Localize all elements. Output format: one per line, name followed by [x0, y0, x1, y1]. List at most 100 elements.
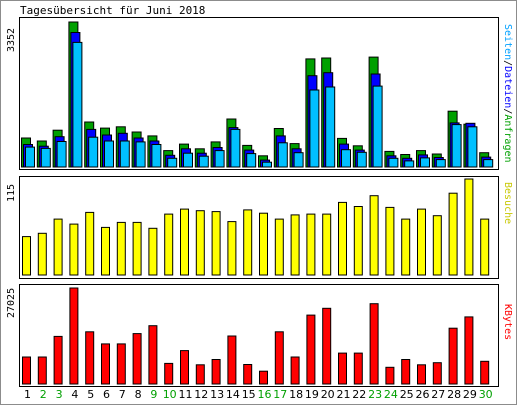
- day-label: 22: [352, 388, 366, 401]
- visits-bar: [164, 213, 174, 276]
- hits-legend: Seiten/Dateien/Anfragen: [502, 24, 513, 163]
- visits-bar: [243, 209, 253, 276]
- day-label: 5: [87, 388, 94, 401]
- visits-bar: [180, 208, 189, 276]
- day-label: 2: [40, 388, 47, 401]
- day-label: 30: [479, 388, 493, 401]
- kbytes-bar: [164, 362, 174, 385]
- kbytes-bar: [101, 343, 110, 385]
- kbytes-bar: [432, 362, 442, 385]
- pages-bar: [420, 157, 430, 168]
- hits-panel: [19, 17, 499, 170]
- visits-bar: [290, 214, 300, 276]
- kbytes-bar: [464, 316, 474, 385]
- pages-bar: [388, 157, 399, 168]
- pages-bar: [119, 140, 130, 168]
- visits-bar: [432, 215, 442, 276]
- kbytes-bar: [195, 364, 205, 385]
- legend-anfragen: Anfragen: [502, 114, 513, 163]
- legend-sep-2: /: [502, 108, 513, 115]
- day-label: 9: [150, 388, 157, 401]
- pages-bar: [293, 152, 304, 168]
- visits-bar: [132, 221, 142, 276]
- kbytes-bar: [322, 307, 332, 385]
- pages-bar: [467, 126, 478, 168]
- pages-bar: [151, 144, 162, 168]
- kbytes-bar: [85, 331, 95, 385]
- pages-bar: [88, 136, 99, 168]
- day-label: 4: [71, 388, 78, 401]
- visits-bar: [101, 226, 110, 276]
- kbytes-bar: [274, 331, 284, 385]
- kbytes-bar: [22, 356, 31, 385]
- visits-bar: [306, 213, 316, 276]
- visits-bar: [385, 206, 395, 276]
- day-label: 18: [289, 388, 303, 401]
- day-label: 10: [163, 388, 177, 401]
- legend-seiten: Seiten: [502, 24, 513, 61]
- visits-bar: [227, 221, 237, 276]
- pages-bar: [40, 147, 51, 168]
- day-label: 11: [179, 388, 193, 401]
- day-label: 26: [416, 388, 430, 401]
- legend-sep-1: /: [502, 60, 513, 67]
- day-label: 20: [321, 388, 335, 401]
- kbytes-bar: [290, 356, 300, 385]
- visits-bar: [417, 208, 426, 276]
- visits-bar: [69, 223, 79, 276]
- kbytes-bar: [338, 352, 347, 385]
- pages-bar: [277, 142, 288, 168]
- day-label: 24: [384, 388, 398, 401]
- kbytes-bar: [353, 352, 363, 385]
- day-label: 29: [463, 388, 477, 401]
- visits-bar: [195, 210, 205, 276]
- day-label: 16: [258, 388, 272, 401]
- kbytes-bar: [243, 364, 253, 385]
- day-label: 17: [273, 388, 287, 401]
- kbytes-bar: [369, 303, 379, 385]
- visits-bar: [369, 195, 379, 276]
- pages-bar: [167, 157, 178, 168]
- pages-bar: [262, 161, 272, 168]
- kbytes-bar: [227, 335, 237, 385]
- pages-bar: [309, 89, 320, 168]
- day-label: 12: [194, 388, 208, 401]
- kbytes-bar: [180, 350, 189, 385]
- day-label: 21: [337, 388, 351, 401]
- pages-bar: [56, 141, 67, 168]
- day-label: 15: [242, 388, 256, 401]
- kbytes-bar: [385, 366, 395, 385]
- visits-bar: [401, 218, 411, 276]
- pages-bar: [25, 146, 35, 168]
- day-label: 1: [24, 388, 31, 401]
- day-label: 7: [119, 388, 126, 401]
- kbytes-bar: [211, 359, 221, 385]
- visits-bar: [37, 232, 47, 276]
- visits-bar: [148, 227, 158, 276]
- kbytes-bar: [53, 335, 63, 385]
- kbytes-bar: [480, 360, 490, 385]
- day-label: 25: [400, 388, 414, 401]
- kbytes-bar: [259, 370, 268, 385]
- visits-bar: [338, 201, 347, 276]
- chart-title: Tagesübersicht für Juni 2018: [20, 4, 206, 17]
- pages-bar: [404, 160, 415, 168]
- visits-bar: [322, 213, 332, 276]
- day-label: 6: [103, 388, 110, 401]
- pages-bar: [356, 151, 367, 168]
- visits-bar: [274, 218, 284, 276]
- pages-bar: [183, 152, 193, 168]
- pages-bar: [230, 128, 241, 168]
- kbytes-bar: [448, 327, 458, 385]
- pages-bar: [435, 159, 446, 168]
- kbytes-bar: [69, 287, 79, 385]
- visits-bar: [211, 211, 221, 276]
- pages-bar: [214, 150, 225, 168]
- visits-bar: [259, 212, 268, 276]
- day-label: 8: [135, 388, 142, 401]
- pages-bar: [372, 85, 383, 168]
- kbytes-bar: [132, 333, 142, 385]
- visits-bar: [116, 221, 126, 276]
- visits-bar: [480, 218, 490, 276]
- pages-bar: [104, 140, 114, 168]
